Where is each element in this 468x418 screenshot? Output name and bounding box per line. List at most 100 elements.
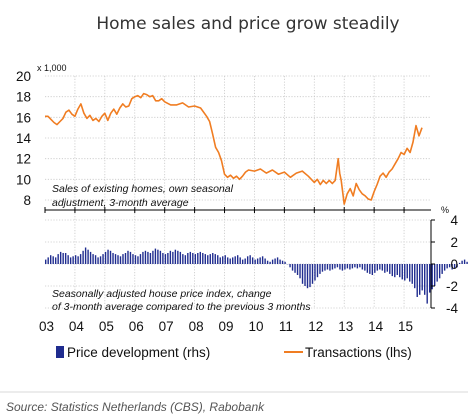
- price-bar: [227, 257, 229, 264]
- price-bar: [294, 264, 296, 273]
- x-tick-label: 04: [69, 319, 85, 334]
- price-bar: [204, 254, 206, 264]
- price-bar: [47, 257, 49, 264]
- price-bar: [74, 255, 77, 264]
- transactions-line-layer: [45, 92, 423, 205]
- price-bar: [177, 250, 179, 264]
- price-bar: [431, 264, 433, 290]
- price-bar: [463, 259, 466, 264]
- rhs-tick-marks: [431, 219, 435, 309]
- price-bar: [301, 264, 304, 284]
- x-tick-label: 10: [248, 319, 263, 334]
- price-bar: [319, 264, 321, 274]
- price-bar: [304, 264, 306, 286]
- price-bar: [401, 264, 403, 280]
- price-bar: [172, 251, 174, 264]
- price-bar: [109, 250, 112, 264]
- price-bar: [316, 264, 319, 278]
- price-bar: [314, 264, 316, 281]
- price-bar: [289, 264, 291, 268]
- price-bar: [453, 264, 456, 269]
- x-tick-label: 05: [99, 319, 114, 334]
- price-bar: [369, 264, 371, 274]
- price-bar: [379, 264, 381, 270]
- price-bar: [157, 249, 159, 264]
- price-bar: [162, 253, 164, 264]
- rhs-tick-label: 0: [450, 257, 458, 272]
- x-tick-label: 12: [308, 319, 323, 334]
- price-bar: [222, 256, 224, 264]
- price-bar: [428, 264, 431, 293]
- price-bar: [142, 251, 144, 264]
- price-bar: [97, 257, 99, 264]
- price-bar: [411, 264, 413, 284]
- price-bar: [356, 264, 359, 269]
- price-bar: [147, 251, 149, 264]
- price-bar: [334, 264, 336, 269]
- price-bar: [209, 254, 211, 264]
- x-tick-label: 13: [338, 319, 353, 334]
- price-bar: [329, 264, 331, 271]
- price-bar: [451, 264, 453, 270]
- price-bar: [361, 264, 364, 270]
- price-bar: [394, 264, 396, 278]
- x-tick-label: 07: [159, 319, 174, 334]
- price-bar: [87, 249, 89, 264]
- price-bar: [364, 264, 366, 271]
- price-bar: [187, 253, 189, 264]
- price-bar: [269, 261, 271, 264]
- lhs-annotation-line2: adjustment, 3-month average: [52, 197, 189, 209]
- price-bar: [384, 264, 386, 273]
- price-bar: [57, 254, 59, 264]
- legend-label-price: Price development (rhs): [67, 345, 210, 360]
- price-bar: [346, 264, 349, 269]
- price-bar: [349, 264, 351, 270]
- price-bar: [119, 256, 122, 264]
- rhs-annotation-line2: of 3-month average compared to the previ…: [52, 301, 311, 313]
- price-bar: [399, 264, 401, 278]
- price-bar: [149, 253, 152, 264]
- price-bar: [376, 264, 379, 271]
- price-bar: [169, 250, 172, 264]
- lhs-tick-label: 20: [16, 69, 31, 84]
- price-bar: [406, 264, 408, 279]
- price-bar: [132, 254, 134, 264]
- lhs-tick-label: 18: [16, 90, 31, 105]
- price-bar: [122, 254, 124, 264]
- price-bar: [443, 264, 446, 271]
- price-bar: [341, 264, 344, 271]
- price-bar: [241, 259, 244, 264]
- price-bar: [239, 257, 241, 264]
- x-tick-label: 09: [219, 319, 234, 334]
- price-bar: [184, 255, 187, 264]
- price-bar: [45, 259, 47, 264]
- source-note: Source: Statistics Netherlands (CBS), Ra…: [6, 400, 265, 414]
- price-bar: [299, 264, 301, 279]
- price-bar: [72, 256, 74, 264]
- price-bar: [426, 264, 428, 304]
- lhs-tick-label: 16: [16, 110, 31, 125]
- rhs-unit-label: %: [441, 205, 449, 215]
- price-bar: [154, 248, 157, 264]
- price-bar: [274, 258, 276, 264]
- price-bar: [351, 264, 354, 269]
- x-tick-label: 15: [398, 319, 413, 334]
- price-bar: [202, 253, 204, 264]
- price-bar: [421, 264, 423, 291]
- price-bar: [189, 251, 192, 264]
- price-bar: [207, 255, 209, 264]
- price-bar: [102, 254, 104, 264]
- price-bar: [374, 264, 376, 273]
- x-tick-label: 08: [189, 319, 204, 334]
- x-tick-label: 06: [129, 319, 144, 334]
- chart-title: Home sales and price grow steadily: [96, 14, 399, 34]
- price-bar: [99, 256, 102, 264]
- price-bar: [436, 264, 438, 282]
- price-bar: [64, 253, 67, 264]
- price-bar: [284, 261, 286, 264]
- price-bar: [424, 264, 426, 295]
- price-bar: [67, 255, 69, 264]
- price-bar: [54, 257, 57, 264]
- price-bar: [144, 250, 147, 264]
